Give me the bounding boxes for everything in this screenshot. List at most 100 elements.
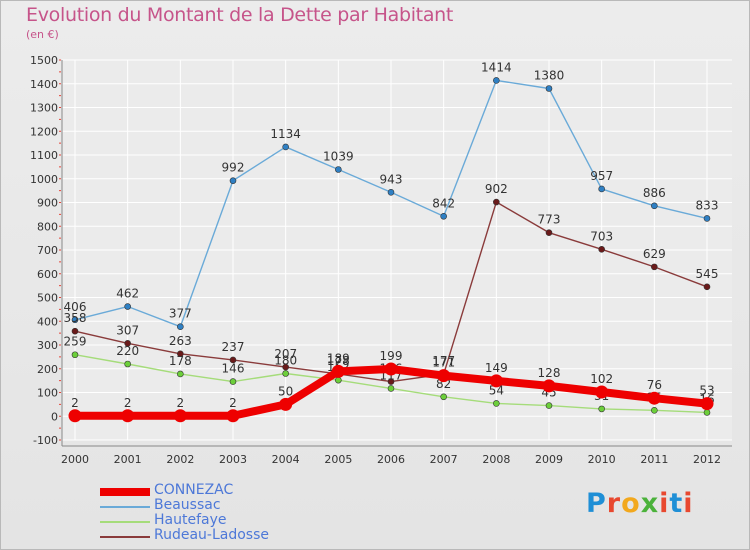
y-tick-label: 700 (37, 244, 58, 257)
data-label-beaussac: 957 (590, 169, 613, 183)
data-label-hautefaye: 178 (169, 354, 192, 368)
data-label-connezac: 128 (538, 366, 561, 380)
data-point-rudeau-ladosse (229, 356, 237, 364)
data-label-rudeau-ladosse: 207 (274, 347, 297, 361)
legend-swatch-beaussac (100, 506, 150, 508)
data-point-connezac (647, 391, 661, 405)
chart-unit: (en €) (26, 28, 59, 41)
data-point-beaussac (493, 77, 500, 84)
y-tick-label: 800 (37, 220, 58, 233)
data-point-hautefaye (282, 370, 289, 377)
data-label-rudeau-ladosse: 237 (222, 340, 245, 354)
y-tick-label: 300 (37, 339, 58, 352)
x-tick-label: 2011 (640, 453, 668, 466)
data-point-connezac (489, 374, 503, 388)
y-tick-label: 200 (37, 363, 58, 376)
data-point-rudeau-ladosse (598, 245, 605, 253)
data-point-beaussac (545, 85, 553, 92)
legend-label-hautefaye: Hautefaye (154, 512, 227, 528)
data-point-rudeau-ladosse (177, 350, 184, 358)
data-label-beaussac: 992 (222, 161, 245, 175)
data-point-rudeau-ladosse (493, 198, 500, 206)
data-label-connezac: 50 (278, 384, 293, 398)
y-tick-label: 1400 (30, 78, 58, 91)
data-point-beaussac (229, 177, 237, 184)
x-tick-label: 2004 (272, 453, 300, 466)
data-point-hautefaye (545, 402, 553, 409)
data-label-beaussac: 406 (64, 300, 87, 314)
legend-label-rudeau-ladosse: Rudeau-Ladosse (154, 527, 270, 543)
data-point-connezac (437, 369, 451, 383)
data-label-connezac: 171 (432, 356, 455, 370)
y-tick-label: 1100 (30, 149, 58, 162)
data-point-connezac (173, 409, 187, 423)
data-label-beaussac: 1380 (534, 69, 565, 83)
y-tick-label: 600 (37, 268, 58, 281)
x-tick-label: 2005 (324, 453, 352, 466)
data-label-connezac: 2 (229, 396, 237, 410)
data-point-hautefaye (229, 378, 237, 385)
data-point-beaussac (177, 323, 184, 331)
data-label-beaussac: 377 (169, 307, 192, 321)
data-label-beaussac: 1414 (481, 60, 512, 74)
data-point-connezac (121, 409, 135, 423)
data-point-beaussac (440, 212, 447, 220)
data-label-connezac: 2 (177, 396, 185, 410)
logo-letter: o (621, 488, 641, 519)
x-tick-label: 2012 (693, 453, 721, 466)
data-point-hautefaye (387, 385, 395, 392)
data-point-beaussac (335, 166, 342, 173)
data-point-connezac (68, 409, 82, 423)
data-point-rudeau-ladosse (124, 340, 131, 347)
legend-label-connezac: CONNEZAC (154, 482, 234, 498)
data-label-hautefaye: 259 (64, 335, 87, 349)
x-tick-label: 2007 (430, 453, 458, 466)
x-tick-label: 2009 (535, 453, 563, 466)
logo-letter: P (586, 488, 607, 519)
legend-swatch-hautefaye (100, 521, 150, 523)
data-label-beaussac: 943 (380, 172, 403, 186)
data-point-rudeau-ladosse (71, 327, 79, 335)
data-label-hautefaye: 220 (116, 344, 139, 358)
legend-swatch-rudeau-ladosse (100, 536, 150, 538)
data-point-rudeau-ladosse (703, 283, 711, 291)
data-label-beaussac: 842 (432, 196, 455, 210)
data-label-beaussac: 1134 (270, 127, 301, 141)
proxiti-logo: Proxiti (586, 488, 694, 519)
data-point-connezac (226, 409, 240, 423)
data-label-beaussac: 1039 (323, 149, 354, 163)
data-point-hautefaye (71, 351, 79, 359)
data-label-rudeau-ladosse: 545 (696, 267, 719, 281)
data-point-beaussac (703, 215, 711, 222)
data-point-hautefaye (651, 407, 658, 414)
x-tick-label: 2010 (588, 453, 616, 466)
logo-letter: r (606, 488, 622, 519)
data-label-rudeau-ladosse: 177 (432, 354, 455, 368)
y-tick-label: 1200 (30, 125, 58, 138)
data-label-rudeau-ladosse: 902 (485, 182, 508, 196)
data-label-rudeau-ladosse: 358 (64, 311, 87, 325)
data-point-beaussac (282, 143, 289, 151)
logo-letter: i (683, 488, 694, 519)
x-tick-label: 2008 (482, 453, 510, 466)
data-point-hautefaye (703, 409, 711, 416)
y-tick-label: 900 (37, 197, 58, 210)
y-tick-label: -100 (33, 434, 58, 447)
data-label-beaussac: 833 (696, 198, 719, 212)
data-label-connezac: 149 (485, 361, 508, 375)
data-point-hautefaye (598, 405, 605, 413)
data-point-hautefaye (177, 370, 184, 378)
data-label-connezac: 2 (124, 396, 132, 410)
data-point-rudeau-ladosse (545, 229, 553, 236)
data-point-connezac (595, 385, 609, 399)
data-point-rudeau-ladosse (651, 263, 658, 271)
data-label-rudeau-ladosse: 178 (327, 354, 350, 368)
data-point-connezac (384, 362, 398, 376)
data-point-hautefaye (440, 393, 447, 401)
data-point-beaussac (387, 188, 395, 196)
y-tick-label: 1300 (30, 102, 58, 115)
data-label-hautefaye: 54 (489, 383, 504, 397)
data-point-rudeau-ladosse (282, 363, 289, 371)
data-label-beaussac: 886 (643, 186, 666, 200)
